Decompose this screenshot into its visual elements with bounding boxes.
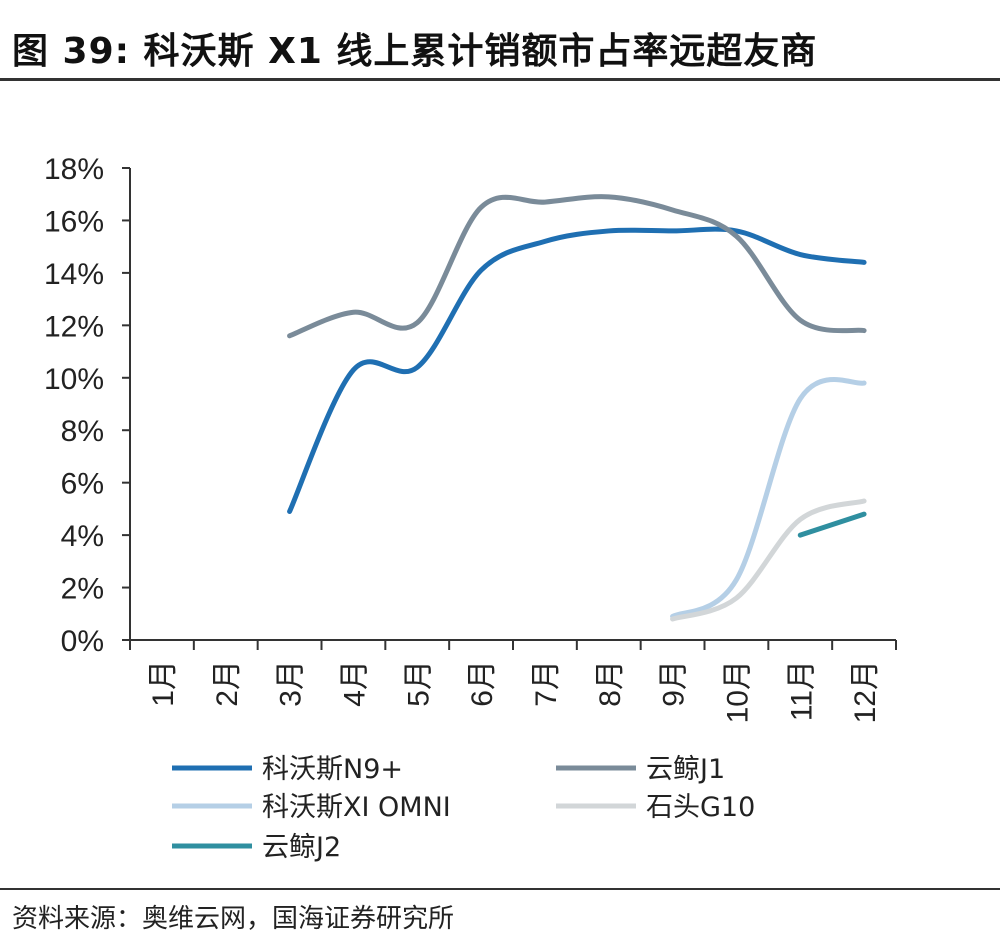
x-tick-label: 1月 bbox=[147, 660, 180, 707]
series-line bbox=[670, 498, 867, 622]
y-tick-label: 18% bbox=[44, 153, 104, 186]
y-tick-label: 14% bbox=[44, 258, 104, 291]
legend: 科沃斯N9+ 云鲸J1 科沃斯XI OMNI 石头G10 云鲸J2 bbox=[172, 754, 755, 863]
legend-label: 石头G10 bbox=[646, 792, 755, 823]
series-line bbox=[670, 377, 867, 619]
y-tick-label: 12% bbox=[44, 310, 104, 343]
legend-label: 云鲸J2 bbox=[262, 832, 341, 863]
series-line bbox=[287, 194, 867, 339]
y-tick-label: 8% bbox=[61, 415, 104, 448]
source-divider bbox=[0, 888, 1000, 890]
x-tick-label: 12月 bbox=[849, 660, 882, 723]
y-tick-label: 4% bbox=[61, 520, 104, 553]
legend-label: 科沃斯XI OMNI bbox=[262, 792, 451, 823]
x-tick-label: 4月 bbox=[338, 660, 371, 707]
y-tick-label: 2% bbox=[61, 573, 104, 606]
x-tick-label: 8月 bbox=[594, 660, 627, 707]
x-tick-label: 10月 bbox=[721, 660, 754, 723]
title-divider bbox=[0, 78, 1000, 81]
legend-label: 科沃斯N9+ bbox=[262, 754, 403, 785]
x-tick-label: 11月 bbox=[785, 660, 818, 721]
x-tick-label: 7月 bbox=[530, 660, 563, 707]
axes: 0% 2% 4% 6% 8% 10% 12% 14% 16% 18% 1月 2月 3月 4月 5月 6月 7月 8… bbox=[44, 153, 897, 723]
y-tick-label: 0% bbox=[61, 625, 104, 658]
y-tick-label: 6% bbox=[61, 468, 104, 501]
legend-label: 云鲸J1 bbox=[646, 754, 725, 785]
x-tick-label: 2月 bbox=[211, 660, 244, 707]
y-tick-label: 16% bbox=[44, 205, 104, 238]
series-line bbox=[797, 511, 867, 538]
series-line bbox=[287, 226, 867, 515]
source-note: 资料来源：奥维云网，国海证券研究所 bbox=[12, 904, 455, 934]
x-tick-label: 9月 bbox=[658, 660, 691, 707]
x-tick-label: 3月 bbox=[275, 660, 308, 707]
chart-title: 图 39: 科沃斯 X1 线上累计销额市占率远超友商 bbox=[12, 31, 818, 72]
x-tick-label: 5月 bbox=[402, 660, 435, 707]
x-tick-label: 6月 bbox=[466, 660, 499, 707]
y-tick-label: 10% bbox=[44, 363, 104, 396]
series-lines bbox=[287, 194, 867, 622]
